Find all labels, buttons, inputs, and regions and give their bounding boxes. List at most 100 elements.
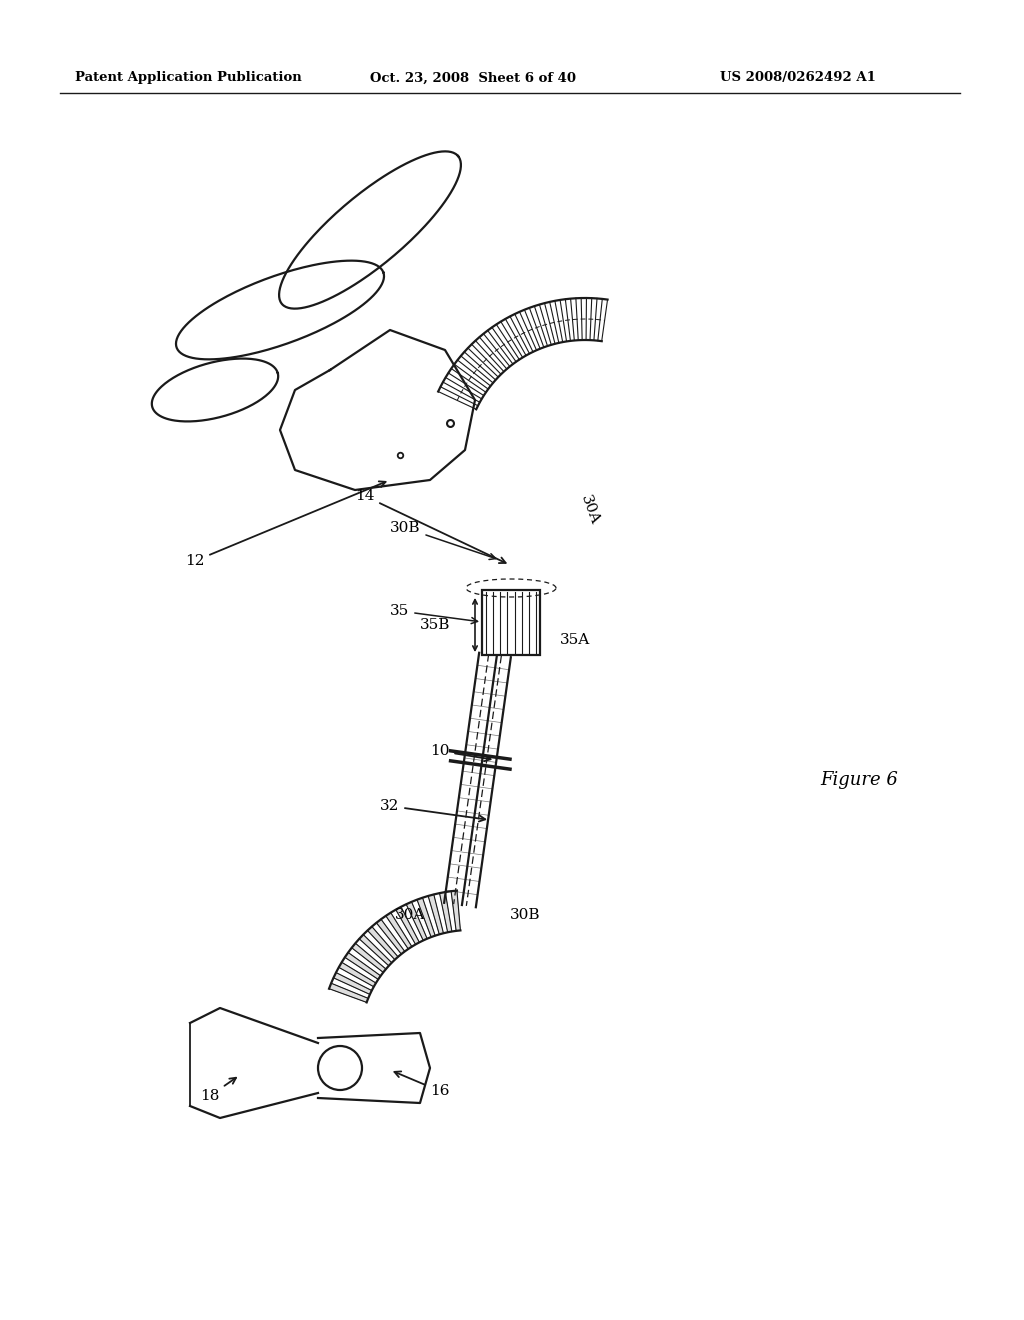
Polygon shape — [555, 300, 566, 342]
Polygon shape — [396, 907, 420, 944]
Polygon shape — [417, 898, 435, 937]
Polygon shape — [368, 927, 398, 960]
Polygon shape — [401, 904, 423, 942]
Polygon shape — [497, 322, 522, 359]
Polygon shape — [515, 312, 537, 352]
Polygon shape — [545, 302, 559, 343]
Polygon shape — [550, 301, 562, 343]
Polygon shape — [176, 260, 384, 359]
Polygon shape — [329, 983, 369, 1002]
Polygon shape — [417, 898, 435, 937]
Polygon shape — [582, 298, 587, 341]
Polygon shape — [443, 378, 481, 403]
Polygon shape — [152, 359, 279, 421]
Polygon shape — [492, 325, 519, 362]
Text: 30A: 30A — [579, 494, 602, 527]
Polygon shape — [438, 387, 478, 409]
Polygon shape — [598, 298, 607, 341]
Polygon shape — [355, 939, 389, 969]
Polygon shape — [475, 337, 507, 372]
Polygon shape — [455, 360, 490, 389]
Text: 12: 12 — [185, 482, 386, 568]
Polygon shape — [434, 894, 447, 933]
Polygon shape — [364, 931, 395, 962]
Polygon shape — [348, 948, 383, 975]
Polygon shape — [440, 381, 480, 405]
Polygon shape — [334, 973, 372, 994]
Polygon shape — [331, 978, 370, 998]
Polygon shape — [575, 298, 583, 341]
Text: 10: 10 — [430, 744, 490, 762]
Polygon shape — [540, 304, 555, 345]
Polygon shape — [479, 334, 510, 370]
Text: 16: 16 — [394, 1072, 450, 1098]
Polygon shape — [280, 330, 475, 490]
Polygon shape — [510, 314, 532, 354]
Polygon shape — [461, 352, 496, 383]
Polygon shape — [280, 152, 461, 309]
Polygon shape — [334, 973, 372, 994]
Polygon shape — [318, 1034, 430, 1104]
Text: 35B: 35B — [420, 618, 451, 632]
Polygon shape — [519, 310, 540, 350]
Polygon shape — [359, 935, 392, 966]
Polygon shape — [483, 330, 513, 367]
Polygon shape — [336, 968, 374, 990]
Polygon shape — [412, 900, 431, 939]
Text: 35A: 35A — [560, 634, 590, 647]
Polygon shape — [570, 298, 579, 341]
Polygon shape — [586, 298, 592, 341]
Polygon shape — [351, 944, 386, 973]
Polygon shape — [386, 912, 412, 949]
Polygon shape — [439, 892, 452, 932]
Polygon shape — [372, 923, 401, 957]
Polygon shape — [339, 962, 376, 987]
Polygon shape — [386, 912, 412, 949]
Text: Patent Application Publication: Patent Application Publication — [75, 71, 302, 84]
Text: 18: 18 — [200, 1077, 237, 1104]
Polygon shape — [439, 892, 452, 932]
Bar — [482, 590, 540, 655]
Polygon shape — [565, 298, 574, 341]
Polygon shape — [590, 298, 597, 341]
Polygon shape — [468, 345, 501, 378]
Polygon shape — [458, 356, 493, 385]
Text: 32: 32 — [380, 799, 485, 821]
Text: 30B: 30B — [510, 908, 541, 921]
Polygon shape — [594, 298, 602, 341]
Polygon shape — [452, 891, 461, 931]
Text: US 2008/0262492 A1: US 2008/0262492 A1 — [720, 71, 876, 84]
Text: 35: 35 — [390, 605, 477, 623]
Polygon shape — [342, 957, 378, 983]
Polygon shape — [391, 909, 416, 946]
Polygon shape — [472, 341, 504, 375]
Text: Oct. 23, 2008  Sheet 6 of 40: Oct. 23, 2008 Sheet 6 of 40 — [370, 71, 575, 84]
Polygon shape — [452, 891, 461, 931]
Polygon shape — [377, 919, 404, 954]
Polygon shape — [359, 935, 392, 966]
Text: 30B: 30B — [390, 521, 496, 560]
Polygon shape — [428, 895, 443, 935]
Polygon shape — [407, 902, 427, 940]
Polygon shape — [560, 300, 570, 342]
Polygon shape — [339, 962, 376, 987]
Polygon shape — [351, 944, 386, 973]
Polygon shape — [407, 902, 427, 940]
Polygon shape — [368, 927, 398, 960]
Text: Figure 6: Figure 6 — [820, 771, 898, 789]
Polygon shape — [345, 953, 381, 979]
Polygon shape — [501, 319, 526, 358]
Polygon shape — [535, 305, 551, 346]
Polygon shape — [449, 368, 486, 396]
Polygon shape — [345, 953, 381, 979]
Polygon shape — [423, 896, 439, 936]
Polygon shape — [524, 308, 544, 348]
Text: 30A: 30A — [395, 908, 425, 921]
Polygon shape — [329, 983, 369, 1002]
Polygon shape — [464, 348, 499, 380]
Polygon shape — [445, 891, 456, 932]
Polygon shape — [452, 364, 488, 392]
Polygon shape — [377, 919, 404, 954]
Polygon shape — [428, 895, 443, 935]
Polygon shape — [445, 374, 483, 399]
